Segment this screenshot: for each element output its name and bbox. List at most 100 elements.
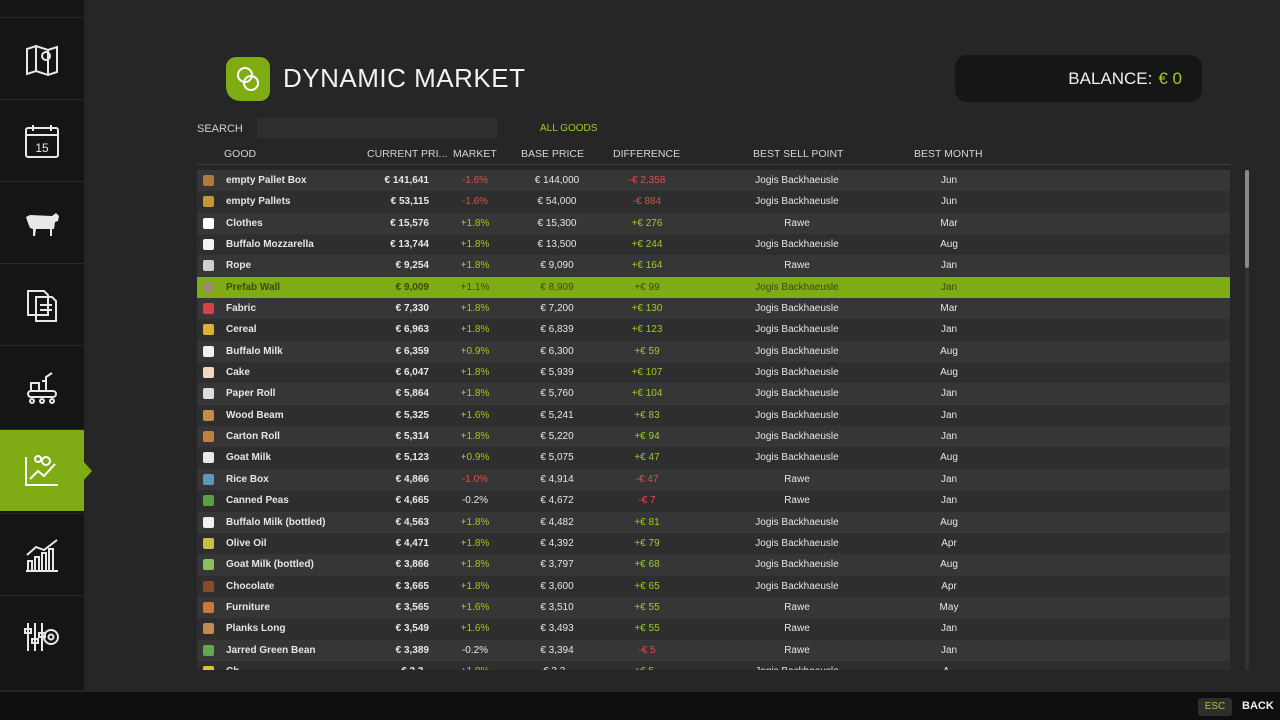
good-name: Rice Box — [226, 473, 269, 485]
table-row[interactable]: Furniture € 3,565 +1.6% € 3,510 +€ 55 Rawe May — [197, 596, 1230, 619]
price-difference: -€ 7 — [638, 495, 656, 507]
table-row[interactable]: Cake € 6,047 +1.8% € 5,939 +€ 107 Jogis Backh… — [197, 362, 1230, 384]
best-sell-point: Rawe — [784, 217, 810, 229]
column-header-best-sell-point[interactable]: BEST SELL POINT — [753, 148, 844, 160]
best-month: Jan — [940, 388, 958, 400]
market-change: +1.6% — [460, 409, 490, 421]
good-name: Olive Oil — [226, 537, 267, 549]
table-row[interactable]: Goat Milk (bottled) € 3,866 +1.8% € 3,797 +€… — [197, 554, 1230, 578]
column-header-good[interactable]: GOOD — [224, 148, 257, 160]
best-month: Mar — [940, 217, 958, 229]
filter-all-goods[interactable]: ALL GOODS — [540, 123, 598, 134]
good-icon — [203, 234, 217, 258]
sidebar-item-animals[interactable] — [0, 181, 84, 263]
back-button[interactable]: BACK — [1242, 700, 1274, 712]
best-sell-point: Rawe — [784, 260, 810, 272]
current-price: € 3,389 — [395, 644, 429, 656]
sidebar-item-settings[interactable] — [0, 595, 84, 677]
table-row[interactable]: empty Pallet Box € 141,641 -1.6% € 144,000 -… — [197, 170, 1230, 192]
good-name: Cake — [226, 367, 250, 379]
table-row[interactable]: Buffalo Mozzarella € 13,744 +1.8% € 13,500 +… — [197, 234, 1230, 258]
table-row[interactable]: Cereal € 6,963 +1.8% € 6,839 +€ 123 Jogis Bac… — [197, 319, 1230, 341]
current-price: € 15,576 — [390, 217, 429, 229]
market-change: -1.0% — [461, 473, 489, 485]
best-month: Jan — [940, 324, 958, 336]
product-icon — [203, 580, 214, 592]
scrollbar-thumb[interactable] — [1245, 170, 1249, 268]
best-month: Jun — [940, 196, 958, 208]
table-row[interactable]: Planks Long € 3,549 +1.6% € 3,493 +€ 55 Rawe J… — [197, 618, 1230, 640]
market-change: +1.1% — [460, 281, 490, 293]
table-row[interactable]: Rice Box € 4,866 -1.0% € 4,914 -€ 47 Rawe Jan — [197, 468, 1230, 491]
best-sell-point: Jogis Backhaeusle — [717, 661, 877, 670]
good-name: Wood Beam — [226, 409, 284, 421]
table-row[interactable]: Fabric € 7,330 +1.8% € 7,200 +€ 130 Jogis Bac… — [197, 298, 1230, 320]
table-row[interactable]: Paper Roll € 5,864 +1.8% € 5,760 +€ 104 Jogis… — [197, 383, 1230, 405]
sidebar-item-calendar[interactable]: 15 — [0, 99, 84, 181]
search-input[interactable] — [257, 118, 497, 138]
product-icon — [203, 601, 214, 613]
sidebar-item-contracts[interactable] — [0, 263, 84, 345]
good-name: Clothes — [226, 217, 263, 229]
good-name: Goat Milk (bottled) — [226, 559, 314, 571]
table-row[interactable]: Goat Milk € 5,123 +0.9% € 5,075 +€ 47 Jogis B… — [197, 447, 1230, 469]
current-price: € 13,744 — [390, 239, 429, 251]
price-difference: +€ 130 — [631, 303, 663, 315]
table-row[interactable]: Prefab Wall € 9,009 +1.1% € 8,909 +€ 99 Jogis… — [197, 276, 1230, 299]
sidebar-item-production[interactable] — [0, 345, 84, 427]
column-header-best-month[interactable]: BEST MONTH — [914, 148, 983, 160]
price-difference: +€ 244 — [631, 239, 663, 251]
table-row[interactable]: Jarred Green Bean € 3,389 -0.2% € 3,394 -€ 5… — [197, 639, 1230, 661]
sidebar-item-map[interactable] — [0, 17, 84, 99]
sidebar-item-market[interactable] — [0, 429, 92, 511]
market-change: -0.2% — [461, 495, 489, 507]
table-row[interactable]: Rope € 9,254 +1.8% € 9,090 +€ 164 Rawe Jan — [197, 255, 1230, 277]
product-icon — [203, 281, 214, 293]
table-row[interactable]: empty Pallets € 53,115 -1.6% € 54,000 -€ 884… — [197, 191, 1230, 213]
base-price: € 4,392 — [540, 537, 574, 549]
sidebar-item-statistics[interactable] — [0, 513, 84, 595]
best-month: Aug — [940, 452, 958, 464]
column-header-current-price[interactable]: CURRENT PRI... — [367, 148, 448, 160]
table-row[interactable]: Wood Beam € 5,325 +1.6% € 5,241 +€ 83 Jogis B… — [197, 404, 1230, 427]
page-title: DYNAMIC MARKET — [283, 63, 526, 93]
column-header-market[interactable]: MARKET — [453, 148, 497, 160]
product-icon — [203, 175, 214, 186]
table-row[interactable]: Clothes € 15,576 +1.8% € 15,300 +€ 276 Rawe Ma… — [197, 212, 1230, 235]
good-icon — [203, 490, 217, 514]
balance-label: BALANCE: — [1068, 68, 1153, 88]
scrollbar[interactable] — [1245, 170, 1249, 670]
price-difference: +€ 59 — [634, 345, 660, 357]
table-row[interactable]: Canned Peas € 4,665 -0.2% € 4,672 -€ 7 Rawe Ja… — [197, 490, 1230, 514]
current-price: € 4,866 — [395, 473, 429, 485]
column-header-difference[interactable]: DIFFERENCE — [613, 148, 681, 160]
market-logo — [226, 57, 270, 101]
current-price: € 3,866 — [395, 559, 429, 571]
product-icon — [203, 452, 214, 464]
good-icon — [203, 554, 217, 578]
column-header-base-price[interactable]: BASE PRICE — [521, 148, 585, 160]
table-row[interactable]: Carton Roll € 5,314 +1.8% € 5,220 +€ 94 Jogis… — [197, 426, 1230, 448]
table-row[interactable]: Ch... € 3,3.. +1.8% € 3,3.. +€ 5.. Jogis Back… — [197, 660, 1230, 670]
table-row[interactable]: Olive Oil € 4,471 +1.8% € 4,392 +€ 79 Jogis B… — [197, 532, 1230, 555]
current-price: € 5,325 — [395, 409, 429, 421]
price-difference: -€ 2,358 — [628, 175, 666, 186]
good-icon — [203, 576, 217, 600]
market-change: +1.8% — [460, 537, 490, 549]
best-month: Jun — [940, 175, 958, 186]
best-month: Apr — [941, 580, 957, 592]
good-name: Fabric — [226, 303, 257, 315]
best-month: Mar — [940, 303, 958, 315]
current-price: € 3,549 — [395, 623, 429, 635]
current-price: € 4,471 — [395, 537, 429, 549]
market-change: +1.8% — [460, 260, 490, 272]
base-price: € 144,000 — [534, 175, 580, 186]
table-row[interactable]: Chocolate € 3,665 +1.8% € 3,600 +€ 65 Jogis B… — [197, 575, 1230, 600]
table-row[interactable]: Buffalo Milk € 6,359 +0.9% € 6,300 +€ 59 Jogi… — [197, 340, 1230, 363]
good-name: Buffalo Mozzarella — [226, 239, 314, 251]
good-name: Prefab Wall — [226, 281, 281, 293]
current-price: € 7,330 — [395, 303, 429, 315]
price-difference: +€ 99 — [634, 281, 660, 293]
current-price: € 6,047 — [395, 367, 429, 379]
table-row[interactable]: Buffalo Milk (bottled) € 4,563 +1.8% € 4,48… — [197, 511, 1230, 533]
